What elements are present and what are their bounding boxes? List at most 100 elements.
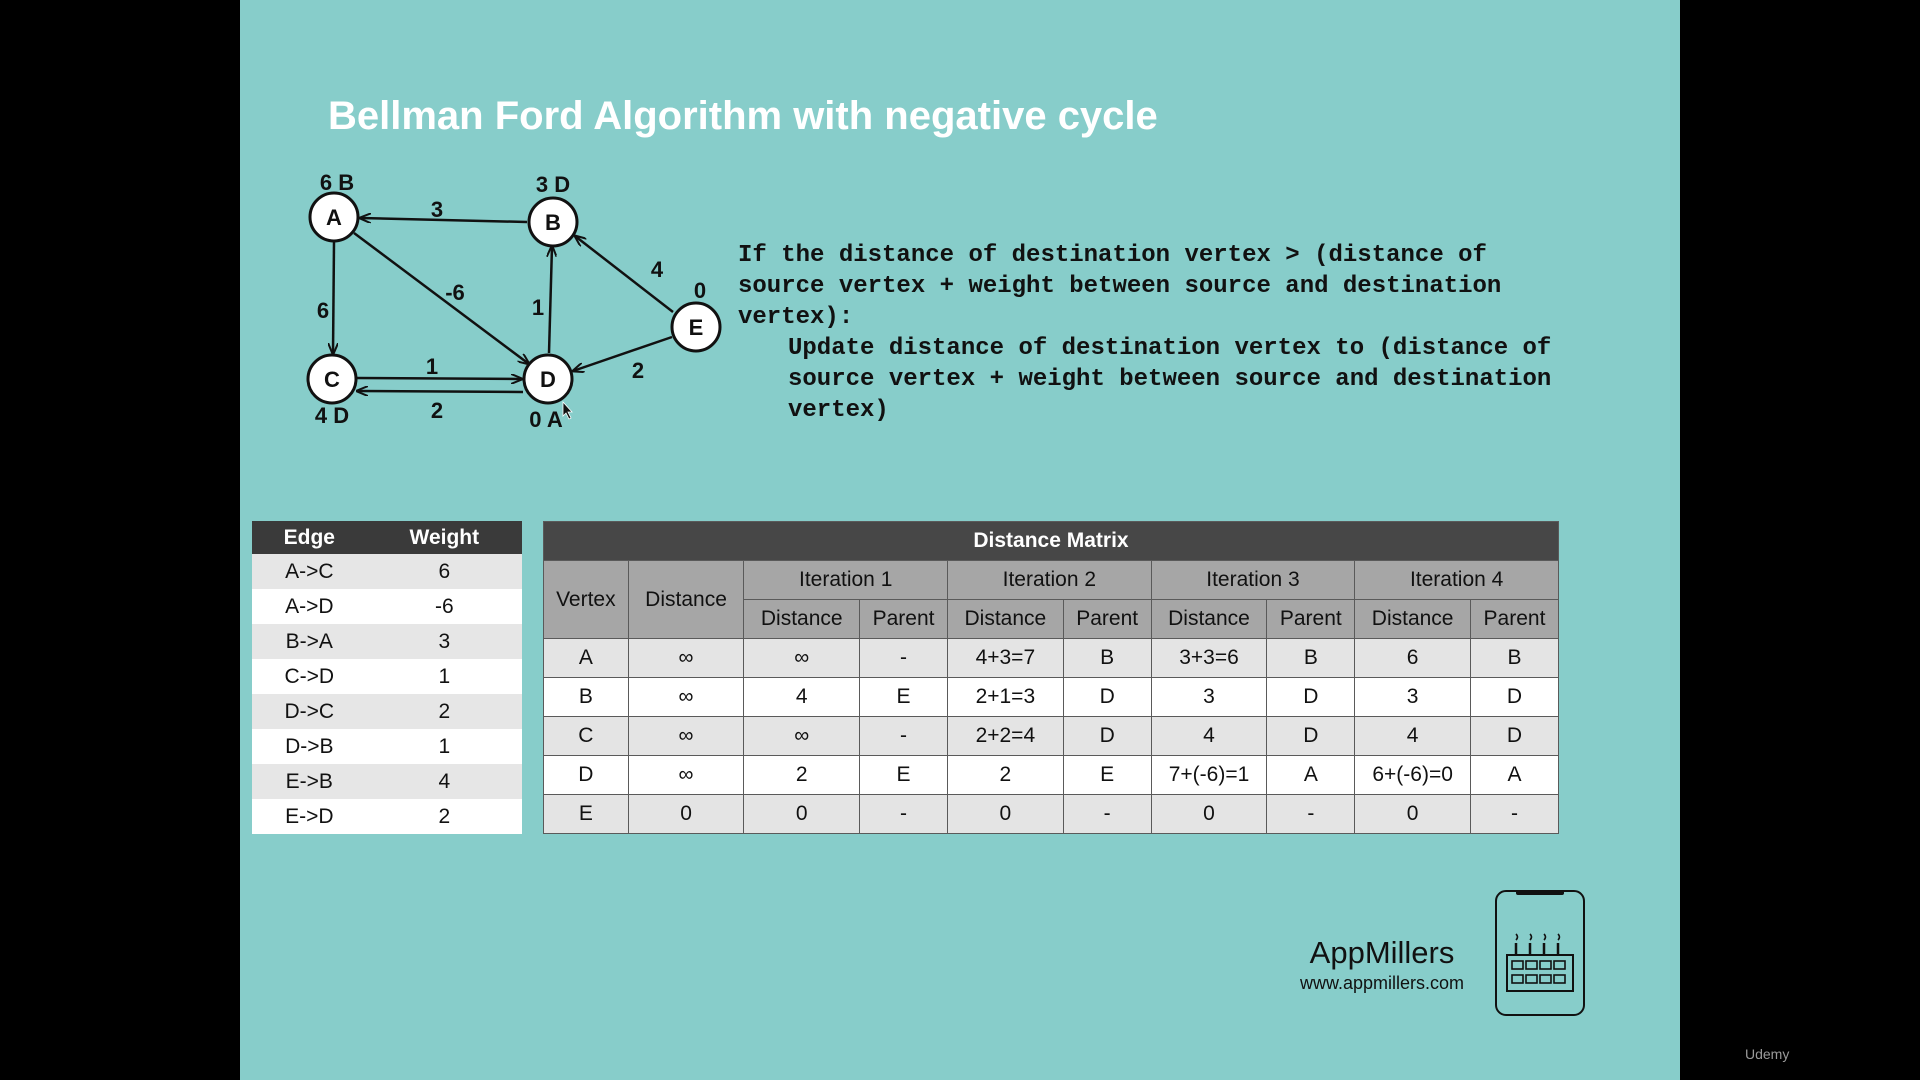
weight-cell: 1	[366, 729, 522, 764]
factory-phone-icon	[1495, 890, 1585, 1016]
matrix-cell: D	[1062, 677, 1152, 717]
edge-D-C	[357, 391, 524, 392]
matrix-cell: 3	[1354, 677, 1471, 717]
edge-cell: E->D	[252, 799, 367, 834]
brand-url: www.appmillers.com	[1300, 973, 1465, 993]
matrix-cell: D	[1469, 716, 1560, 756]
subheader-distance: Distance	[1150, 599, 1268, 639]
column-header-iteration-2: Iteration 2	[947, 560, 1152, 600]
matrix-cell: A	[1266, 755, 1356, 795]
matrix-cell: D	[1266, 677, 1356, 717]
edge-E-D	[573, 335, 673, 371]
edge-weight-E-B: 4	[651, 257, 664, 282]
node-annotation-B: 3 D	[536, 172, 570, 197]
matrix-cell: B	[1266, 638, 1356, 678]
vertex-cell: C	[543, 716, 629, 756]
rule-line: vertex):	[738, 304, 854, 331]
matrix-cell: 6	[1354, 638, 1471, 678]
node-C: C	[306, 353, 358, 405]
matrix-cell: D	[1469, 677, 1560, 717]
matrix-cell: ∞	[743, 638, 861, 678]
matrix-cell: D	[1266, 716, 1356, 756]
mouse-cursor-icon	[562, 400, 573, 420]
matrix-cell: 0	[1150, 794, 1268, 834]
matrix-cell: -	[1266, 794, 1356, 834]
edge-E-B	[575, 236, 674, 313]
edge-cell: C->D	[252, 659, 367, 694]
edge-weight-A-D: -6	[445, 280, 465, 305]
table-row: B->A 3	[252, 624, 522, 659]
matrix-cell: 7+(-6)=1	[1150, 755, 1268, 795]
edge-B-A	[360, 218, 528, 222]
rule-line: Update distance of destination vertex to…	[788, 335, 1552, 362]
vertex-cell: A	[543, 638, 629, 678]
table-row: A->D -6	[252, 589, 522, 624]
node-label-E: E	[689, 315, 704, 340]
column-header-iteration-3: Iteration 3	[1150, 560, 1356, 600]
node-D: D	[522, 353, 574, 405]
table-row: C->D 1	[252, 659, 522, 694]
matrix-title: Distance Matrix	[543, 521, 1559, 561]
vertex-cell: E	[543, 794, 629, 834]
node-label-C: C	[324, 367, 340, 392]
rule-line: If the distance of destination vertex > …	[738, 242, 1487, 269]
brand-name: AppMillers	[1309, 935, 1455, 970]
slide-title: Bellman Ford Algorithm with negative cyc…	[328, 94, 1158, 138]
vertex-cell: B	[543, 677, 629, 717]
matrix-cell: -	[859, 794, 949, 834]
rule-line: source vertex + weight between source an…	[738, 273, 1502, 300]
slide: Bellman Ford Algorithm with negative cyc…	[240, 0, 1680, 1080]
edge-cell: B->A	[252, 624, 367, 659]
udemy-watermark: Udemy	[1745, 1046, 1790, 1062]
edge-cell: A->C	[252, 554, 367, 589]
weight-cell: 4	[366, 764, 522, 799]
matrix-cell: 2	[743, 755, 861, 795]
matrix-cell: 4+3=7	[947, 638, 1064, 678]
matrix-cell: -	[859, 638, 949, 678]
node-label-A: A	[326, 205, 342, 230]
column-header-vertex: Vertex	[543, 560, 629, 639]
subheader-parent: Parent	[859, 599, 949, 639]
column-header-iteration-4: Iteration 4	[1354, 560, 1559, 600]
column-header-edge: Edge	[252, 521, 367, 554]
edge-A-C	[333, 241, 334, 354]
column-header-distance: Distance	[627, 560, 745, 639]
edge-cell: E->B	[252, 764, 367, 799]
weight-cell: -6	[366, 589, 522, 624]
matrix-cell: 3	[1150, 677, 1268, 717]
subheader-parent: Parent	[1469, 599, 1560, 639]
node-annotation-C: 4 D	[315, 403, 349, 428]
edge-D-B	[549, 246, 552, 354]
weight-cell: 6	[366, 554, 522, 589]
node-A: A	[308, 191, 360, 243]
table-row: D->B 1	[252, 729, 522, 764]
rule-line: source vertex + weight between source an…	[788, 366, 1552, 393]
matrix-cell: ∞	[627, 716, 745, 756]
graph-diagram: 3 6 -6 1 4 2 1 2 A B C D E 6 B 3 D	[306, 170, 722, 432]
algorithm-rule: If the distance of destination vertex > …	[738, 240, 1551, 426]
matrix-cell: E	[859, 677, 949, 717]
table-row: A->C 6	[252, 554, 522, 589]
matrix-cell: ∞	[627, 677, 745, 717]
edge-weight-B-A: 3	[431, 197, 443, 222]
edge-A-D	[353, 231, 529, 364]
edge-cell: D->B	[252, 729, 367, 764]
vertex-cell: D	[543, 755, 629, 795]
table-row: C ∞ ∞ - 2+2=4 D 4 D 4 D	[543, 716, 1560, 756]
table-row: D->C 2	[252, 694, 522, 729]
matrix-cell: B	[1469, 638, 1560, 678]
matrix-cell: E	[1062, 755, 1152, 795]
matrix-cell: D	[1062, 716, 1152, 756]
matrix-cell: 4	[1354, 716, 1471, 756]
matrix-cell: 2+1=3	[947, 677, 1064, 717]
edge-weight-table: Edge Weight A->C 6 A->D -6 B->A 3 C->D 1 D->…	[252, 521, 522, 834]
column-header-weight: Weight	[366, 521, 522, 554]
matrix-cell: 0	[743, 794, 861, 834]
matrix-cell: -	[1062, 794, 1152, 834]
edge-C-D	[356, 378, 522, 379]
column-header-iteration-1: Iteration 1	[743, 560, 949, 600]
matrix-cell: E	[859, 755, 949, 795]
matrix-cell: 0	[1354, 794, 1471, 834]
weight-cell: 3	[366, 624, 522, 659]
edge-weight-C-D: 1	[426, 354, 438, 379]
